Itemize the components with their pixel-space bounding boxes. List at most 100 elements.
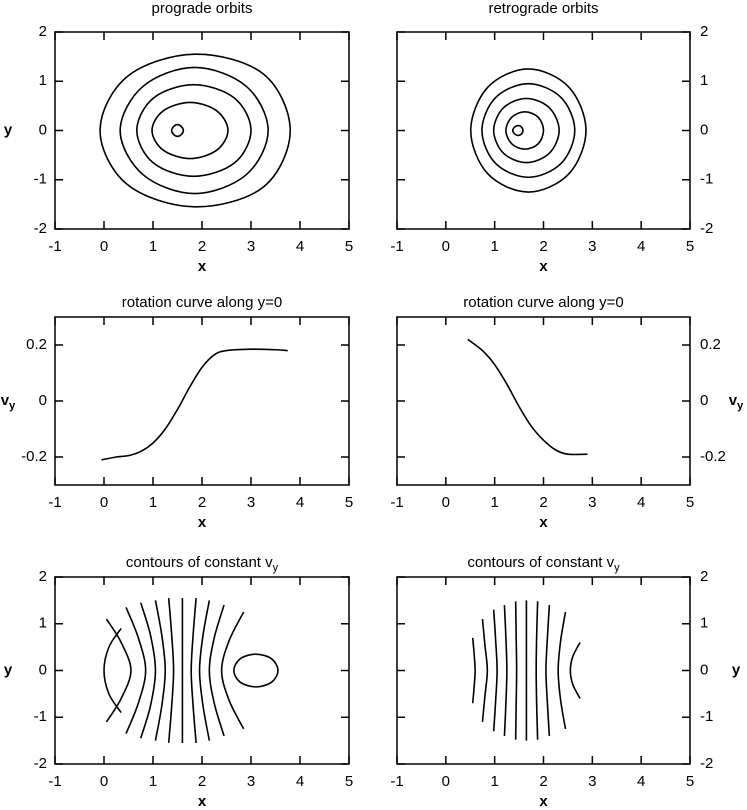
y-tick-label: 0.2 (700, 336, 721, 353)
panel-title-sub: y (273, 562, 279, 574)
x-tick-label: 5 (686, 773, 694, 790)
x-tick-label: 4 (637, 773, 645, 790)
plot-frame (54, 576, 350, 765)
y-tick-label: 0 (39, 661, 47, 678)
y-tick-label: 0 (700, 121, 708, 138)
x-tick-label: -1 (390, 773, 403, 790)
x-tick-label: 0 (100, 773, 108, 790)
data-line (469, 68, 587, 193)
data-line (119, 66, 269, 195)
x-tick-label: 2 (198, 773, 206, 790)
panel-title: prograde orbits (152, 0, 253, 17)
x-axis-label: x (198, 793, 207, 810)
y-tick-label: 1 (39, 615, 47, 632)
x-tick-label: 0 (442, 238, 450, 255)
y-tick-label: -2 (34, 220, 47, 237)
x-tick-label: 1 (490, 773, 498, 790)
y-tick-label: 0 (700, 661, 708, 678)
panel-title: contours of constant vy (467, 554, 620, 574)
data-line (471, 637, 476, 704)
y-tick-label: 1 (700, 72, 708, 89)
data-line (492, 97, 560, 164)
x-tick-label: 3 (247, 494, 255, 511)
x-axis-label: x (539, 793, 548, 810)
x-tick-label: 0 (442, 773, 450, 790)
y-tick-label: 0 (700, 392, 708, 409)
plot-frame (396, 316, 691, 486)
data-line (136, 83, 252, 178)
data-line (233, 653, 279, 688)
y-tick-label: 0 (39, 121, 47, 138)
y-axis-label: y (732, 661, 741, 678)
x-tick-label: 5 (686, 238, 694, 255)
data-line (467, 338, 588, 456)
x-tick-label: -1 (48, 494, 61, 511)
data-line (545, 605, 551, 736)
data-line (557, 611, 567, 730)
y-axis-label-sub: y (9, 400, 16, 412)
y-tick-label: 2 (700, 23, 708, 40)
y-axis-label-main: v (729, 392, 738, 409)
y-tick-label: 0.2 (26, 336, 47, 353)
x-tick-label: 5 (345, 773, 353, 790)
x-tick-label: 1 (149, 238, 157, 255)
y-tick-label: 2 (39, 23, 47, 40)
x-tick-label: 1 (490, 494, 498, 511)
x-tick-label: 3 (588, 238, 596, 255)
data-line (99, 53, 292, 208)
y-axis-label-main: v (1, 392, 10, 409)
y-axis-label: vy (729, 392, 744, 412)
x-tick-label: 2 (198, 238, 206, 255)
y-tick-label: -1 (34, 708, 47, 725)
y-tick-label: -1 (34, 171, 47, 188)
x-tick-label: 4 (637, 494, 645, 511)
data-line (139, 602, 157, 739)
x-tick-label: 2 (539, 238, 547, 255)
panel-title-sub: y (614, 562, 620, 574)
plot-frame (396, 576, 691, 765)
x-tick-label: -1 (48, 238, 61, 255)
panel-title-main: contours of constant v (467, 554, 614, 571)
data-line (511, 124, 524, 137)
x-tick-label: 4 (296, 238, 304, 255)
y-tick-label: -1 (700, 171, 713, 188)
data-line (220, 611, 245, 730)
x-tick-label: 0 (100, 494, 108, 511)
y-axis-label-sub: y (737, 400, 744, 412)
x-axis-label: x (539, 514, 548, 531)
x-tick-label: 1 (149, 494, 157, 511)
data-line (481, 618, 489, 723)
y-tick-label: 2 (700, 568, 708, 585)
x-tick-label: 0 (100, 238, 108, 255)
y-tick-label: -2 (700, 755, 713, 772)
x-tick-label: 2 (539, 773, 547, 790)
x-tick-label: 3 (247, 238, 255, 255)
x-tick-label: 4 (296, 773, 304, 790)
y-tick-label: 2 (39, 568, 47, 585)
x-axis-label: x (198, 514, 207, 531)
x-tick-label: 3 (588, 494, 596, 511)
x-tick-label: 1 (490, 238, 498, 255)
x-axis-label: x (198, 258, 207, 275)
data-line (101, 348, 288, 461)
x-tick-label: -1 (390, 238, 403, 255)
panel-title-main: contours of constant v (126, 554, 273, 571)
x-tick-label: 4 (637, 238, 645, 255)
y-axis-label: vy (1, 392, 16, 412)
x-tick-label: -1 (390, 494, 403, 511)
data-line (569, 642, 581, 699)
x-axis-label: x (539, 258, 548, 275)
x-tick-label: 2 (198, 494, 206, 511)
x-tick-label: 5 (345, 238, 353, 255)
data-line (170, 123, 185, 138)
y-tick-label: -2 (34, 755, 47, 772)
x-tick-label: 3 (588, 773, 596, 790)
data-line (154, 600, 167, 741)
data-line (492, 609, 498, 732)
data-line (503, 605, 508, 736)
data-line (198, 600, 211, 741)
data-line (151, 101, 229, 160)
y-tick-label: 1 (39, 72, 47, 89)
x-tick-label: 0 (442, 494, 450, 511)
